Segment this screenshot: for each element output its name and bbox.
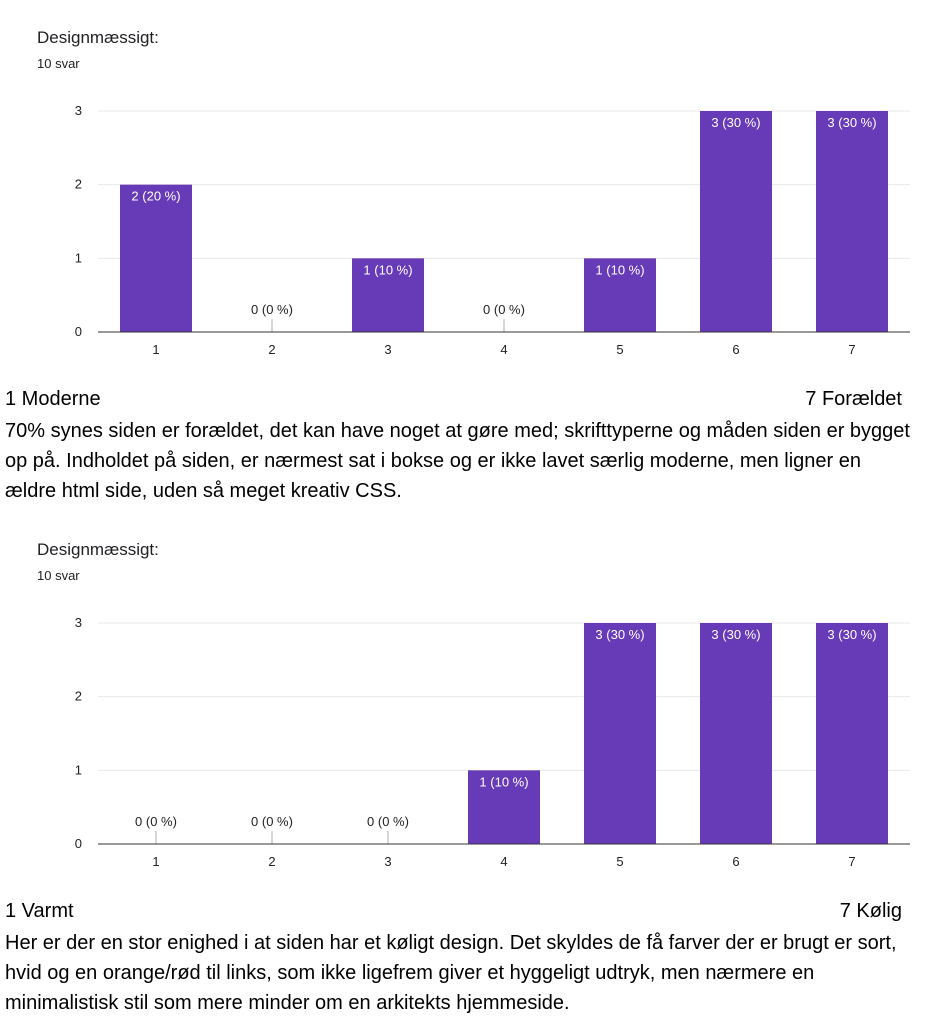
x-tick-label: 4 xyxy=(500,342,507,357)
x-tick-label: 7 xyxy=(848,342,855,357)
x-tick-label: 7 xyxy=(848,854,855,869)
bar xyxy=(816,111,888,332)
scale-high-label: 7 Forældet xyxy=(805,388,902,410)
y-tick-label: 0 xyxy=(75,836,82,851)
response-count: 10 svar xyxy=(37,56,80,71)
scale-low-label: 1 Moderne xyxy=(5,388,101,410)
scale-low-label: 1 Varmt xyxy=(5,900,74,922)
x-tick-label: 1 xyxy=(152,854,159,869)
data-label: 1 (10 %) xyxy=(595,262,644,277)
bar xyxy=(584,258,656,332)
bar xyxy=(700,623,772,844)
data-label: 3 (30 %) xyxy=(827,115,876,130)
response-count: 10 svar xyxy=(37,568,80,583)
bar-chart: 0 1 2 3 2 (20 %) 1 0 (0 %) 2 1 (10 %) 3 0 (0 %) 4 1 … xyxy=(75,103,910,357)
data-label: 3 (30 %) xyxy=(711,115,760,130)
bar xyxy=(816,623,888,844)
x-tick-label: 4 xyxy=(500,854,507,869)
y-tick-label: 0 xyxy=(75,324,82,339)
bar xyxy=(584,623,656,844)
data-label: 1 (10 %) xyxy=(479,774,528,789)
comment-text: 70% synes siden er forældet, det kan hav… xyxy=(5,420,910,502)
bar xyxy=(352,258,424,332)
y-tick-label: 1 xyxy=(75,250,82,265)
data-label: 0 (0 %) xyxy=(251,814,293,829)
y-tick-label: 1 xyxy=(75,762,82,777)
data-label: 0 (0 %) xyxy=(483,302,525,317)
data-label: 0 (0 %) xyxy=(251,302,293,317)
bar xyxy=(468,770,540,844)
x-tick-label: 6 xyxy=(732,854,739,869)
data-label: 3 (30 %) xyxy=(711,627,760,642)
y-tick-label: 2 xyxy=(75,177,82,192)
x-tick-label: 3 xyxy=(384,854,391,869)
scale-high-label: 7 Kølig xyxy=(839,900,902,922)
bar-chart: 0 1 2 3 0 (0 %) 1 0 (0 %) 2 0 (0 %) 3 1 (10 %) 4 3 (… xyxy=(75,615,910,869)
data-label: 3 (30 %) xyxy=(595,627,644,642)
data-label: 3 (30 %) xyxy=(827,627,876,642)
data-label: 2 (20 %) xyxy=(131,189,180,204)
x-tick-label: 5 xyxy=(616,854,623,869)
x-tick-label: 1 xyxy=(152,342,159,357)
bar xyxy=(120,184,192,332)
y-tick-label: 2 xyxy=(75,689,82,704)
data-label: 0 (0 %) xyxy=(135,814,177,829)
chart-title: Designmæssigt: xyxy=(37,540,159,559)
x-tick-label: 3 xyxy=(384,342,391,357)
data-label: 0 (0 %) xyxy=(367,814,409,829)
data-label: 1 (10 %) xyxy=(363,262,412,277)
comment-text: Her er der en stor enighed i at siden ha… xyxy=(5,932,897,1014)
y-tick-label: 3 xyxy=(75,103,82,118)
x-tick-label: 2 xyxy=(268,342,275,357)
y-tick-label: 3 xyxy=(75,615,82,630)
x-tick-label: 2 xyxy=(268,854,275,869)
x-tick-label: 6 xyxy=(732,342,739,357)
bar xyxy=(700,111,772,332)
chart-title: Designmæssigt: xyxy=(37,28,159,47)
x-tick-label: 5 xyxy=(616,342,623,357)
